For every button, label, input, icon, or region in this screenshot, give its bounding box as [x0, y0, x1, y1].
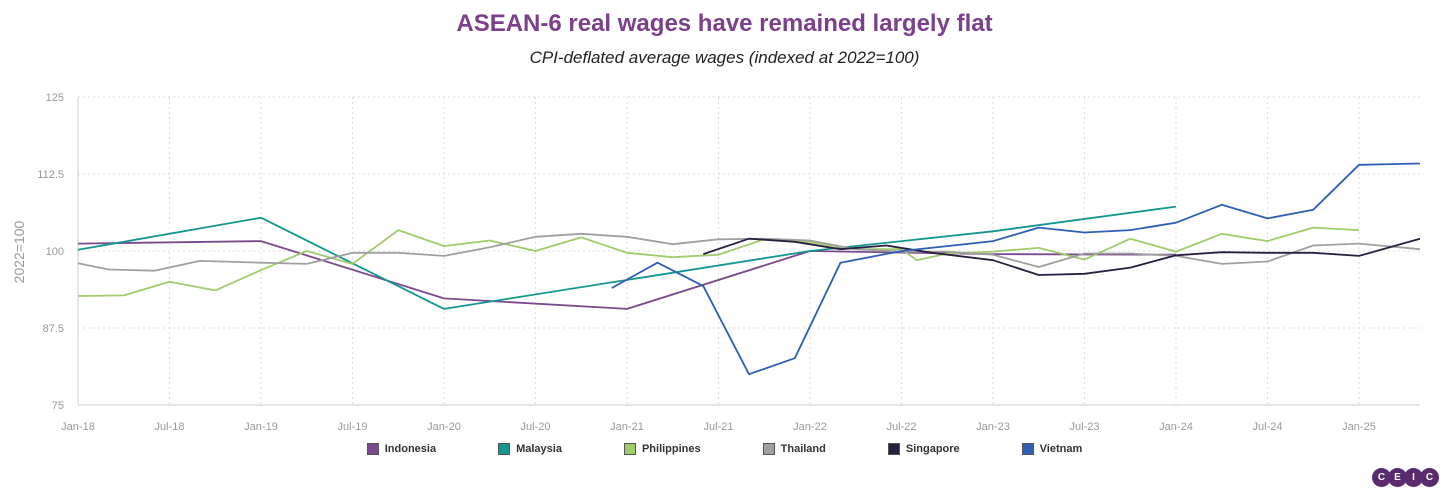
x-tick-label: Jan-21 — [610, 421, 644, 433]
x-tick-label: Jul-21 — [704, 421, 734, 433]
legend-swatch — [1021, 443, 1034, 455]
x-tick-label: Jul-24 — [1253, 421, 1283, 433]
logo-letter: C — [1372, 468, 1391, 487]
legend-item-thailand[interactable]: Thailand — [762, 443, 826, 455]
legend-label: Philippines — [641, 443, 701, 455]
series-line-singapore — [703, 237, 1421, 276]
x-tick-label: Jul-23 — [1070, 421, 1100, 433]
series-line-vietnam — [611, 162, 1421, 376]
series-layer — [77, 162, 1421, 376]
x-tick-label: Jul-22 — [887, 421, 917, 433]
x-tick-label: Jul-19 — [338, 421, 368, 433]
y-axis-label: 2022=100 — [11, 220, 27, 283]
legend-item-malaysia[interactable]: Malaysia — [498, 443, 562, 455]
legend-swatch — [498, 443, 511, 455]
y-tick-label: 112.5 — [37, 169, 64, 181]
axis-layer: 75 87.5 100 112.5 125 Jan-18 Jul-18 Jan-19 Jul-1… — [37, 92, 1420, 433]
chart-title: ASEAN-6 real wages have remained largely… — [456, 10, 993, 37]
legend-item-philippines[interactable]: Philippines — [623, 443, 701, 455]
logo-letter: C — [1420, 468, 1439, 487]
x-tick-label: Jan-19 — [244, 421, 278, 433]
legend-swatch — [762, 443, 775, 455]
logo-letter: I — [1404, 468, 1423, 487]
y-tick-label: 125 — [46, 92, 64, 104]
x-tick-label: Jan-25 — [1342, 421, 1376, 433]
legend-swatch — [623, 443, 636, 455]
legend-label: Singapore — [905, 443, 960, 455]
legend-swatch — [366, 443, 379, 455]
chart-legend: Indonesia Malaysia Philippines Thailand Sing… — [0, 443, 1449, 455]
legend-label: Indonesia — [384, 443, 437, 455]
legend-item-indonesia[interactable]: Indonesia — [366, 443, 437, 455]
grid-layer — [77, 96, 1420, 406]
x-tick-label: Jul-20 — [521, 421, 551, 433]
x-tick-label: Jan-24 — [1159, 421, 1193, 433]
legend-swatch — [887, 443, 900, 455]
x-tick-label: Jan-23 — [976, 421, 1010, 433]
y-tick-label: 100 — [46, 246, 64, 258]
x-tick-label: Jan-18 — [61, 421, 95, 433]
logo-letter: E — [1388, 468, 1407, 487]
legend-item-singapore[interactable]: Singapore — [887, 443, 960, 455]
legend-item-vietnam[interactable]: Vietnam — [1021, 443, 1083, 455]
x-tick-label: Jan-20 — [427, 421, 461, 433]
legend-label: Malaysia — [516, 443, 562, 455]
y-tick-label: 87.5 — [43, 323, 64, 335]
y-tick-label: 75 — [52, 400, 64, 412]
x-tick-label: Jul-18 — [155, 421, 185, 433]
x-tick-label: Jan-22 — [793, 421, 827, 433]
series-line-philippines — [77, 226, 1360, 297]
chart-subtitle: CPI-deflated average wages (indexed at 2… — [529, 48, 920, 67]
series-line-thailand — [77, 232, 1421, 272]
legend-label: Thailand — [780, 443, 826, 455]
legend-label: Vietnam — [1039, 443, 1083, 455]
